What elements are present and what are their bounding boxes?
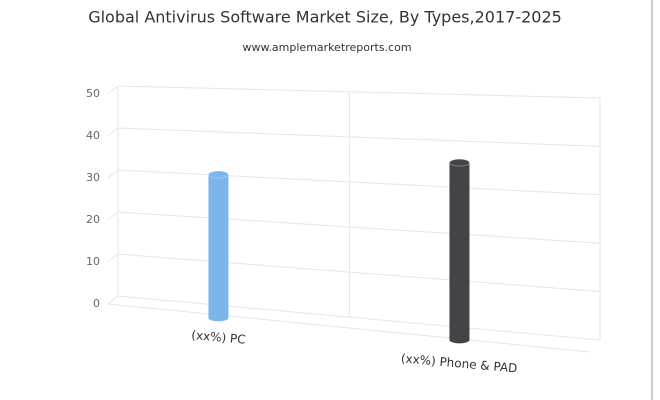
- bar: [449, 162, 470, 340]
- chart-title: Global Antivirus Software Market Size, B…: [88, 8, 562, 27]
- y-tick-label: 20: [86, 213, 100, 226]
- bar-top: [207, 170, 229, 179]
- grid-line: [117, 85, 601, 99]
- tick-mark: [107, 253, 119, 263]
- grid-line: [117, 211, 601, 244]
- y-tick-label: 30: [86, 171, 100, 184]
- tick-mark: [107, 169, 119, 179]
- bar-bottom: [449, 336, 470, 344]
- bar: [208, 174, 229, 318]
- grid-line: [117, 169, 601, 196]
- grid-line: [117, 295, 601, 341]
- chart-subtitle: www.amplemarketreports.com: [242, 41, 411, 54]
- y-tick-label: 40: [86, 129, 100, 142]
- tick-mark: [107, 295, 119, 305]
- x-tick-label: (xx%) PC: [191, 328, 246, 347]
- tick-mark: [107, 127, 119, 137]
- bar-top: [448, 158, 470, 167]
- tick-mark: [107, 211, 119, 221]
- bar-bottom: [208, 314, 229, 322]
- tick-mark: [107, 85, 119, 95]
- grid-line: [117, 253, 601, 293]
- y-tick-label: 50: [86, 87, 100, 100]
- floor-edge: [107, 303, 591, 353]
- y-tick-label: 0: [93, 297, 100, 310]
- y-tick-label: 10: [86, 255, 100, 268]
- grid-line: [117, 127, 601, 147]
